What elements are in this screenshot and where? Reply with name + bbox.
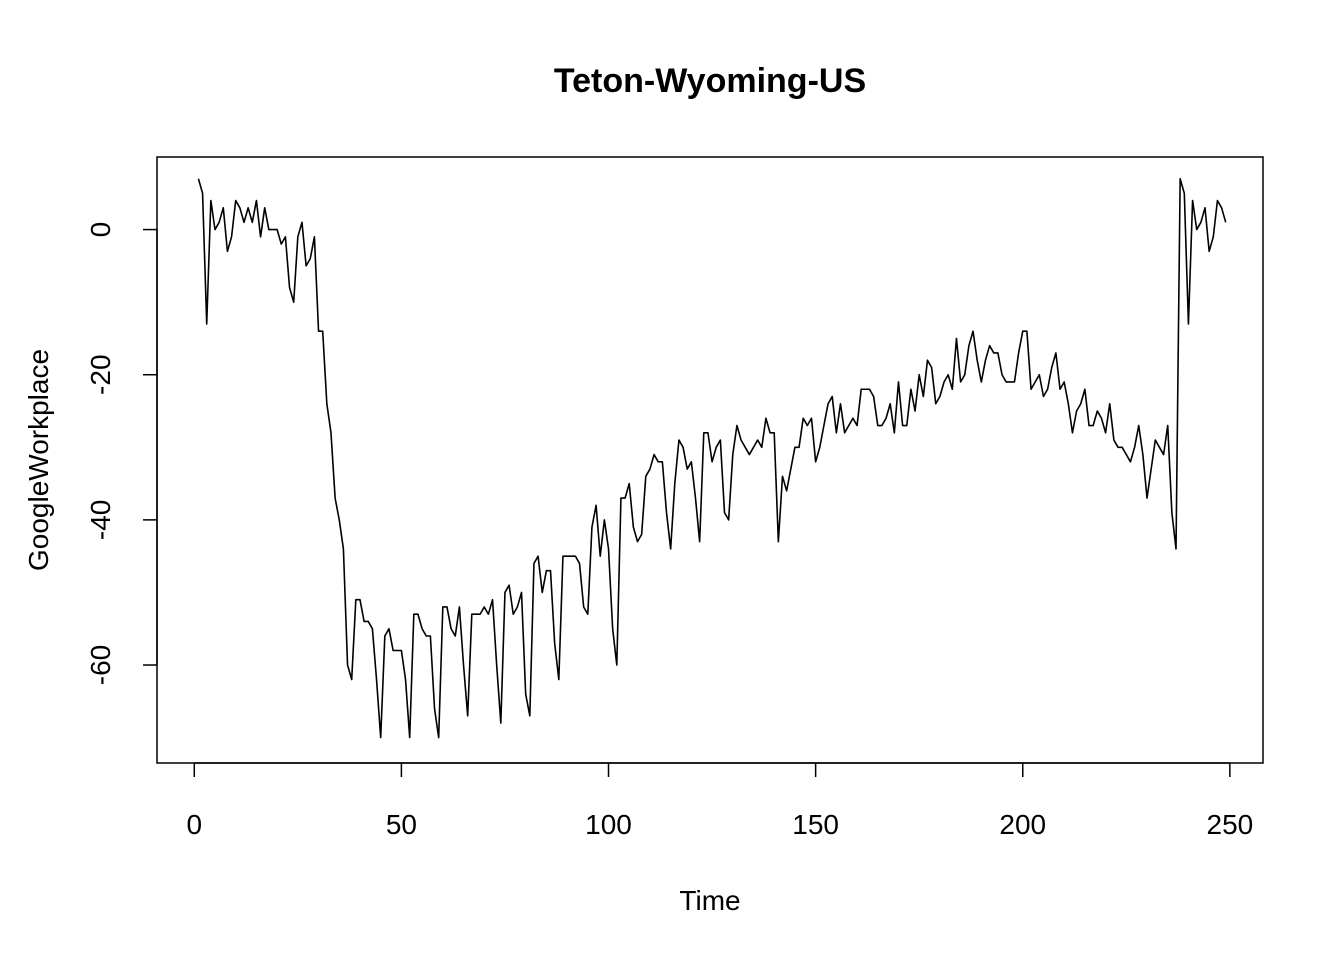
plot-frame <box>156 156 1264 764</box>
y-tick-label: -40 <box>85 500 116 540</box>
x-axis-label: Time <box>679 885 740 916</box>
x-tick-label: 50 <box>386 809 417 840</box>
x-tick-label: 250 <box>1207 809 1254 840</box>
y-tick-label: -60 <box>85 645 116 685</box>
x-tick-label: 100 <box>585 809 632 840</box>
y-tick-label: -20 <box>85 354 116 394</box>
y-axis-label: GoogleWorkplace <box>23 349 54 571</box>
series-line <box>197 177 1227 739</box>
x-tick-label: 0 <box>186 809 202 840</box>
y-axis: 0 -20 -40 -60 <box>85 222 158 685</box>
x-tick-label: 200 <box>999 809 1046 840</box>
x-axis: 0 50 100 150 200 250 <box>186 762 1254 840</box>
chart-title: Teton-Wyoming-US <box>554 62 866 100</box>
y-tick-label: 0 <box>85 222 116 238</box>
x-tick-label: 150 <box>792 809 839 840</box>
